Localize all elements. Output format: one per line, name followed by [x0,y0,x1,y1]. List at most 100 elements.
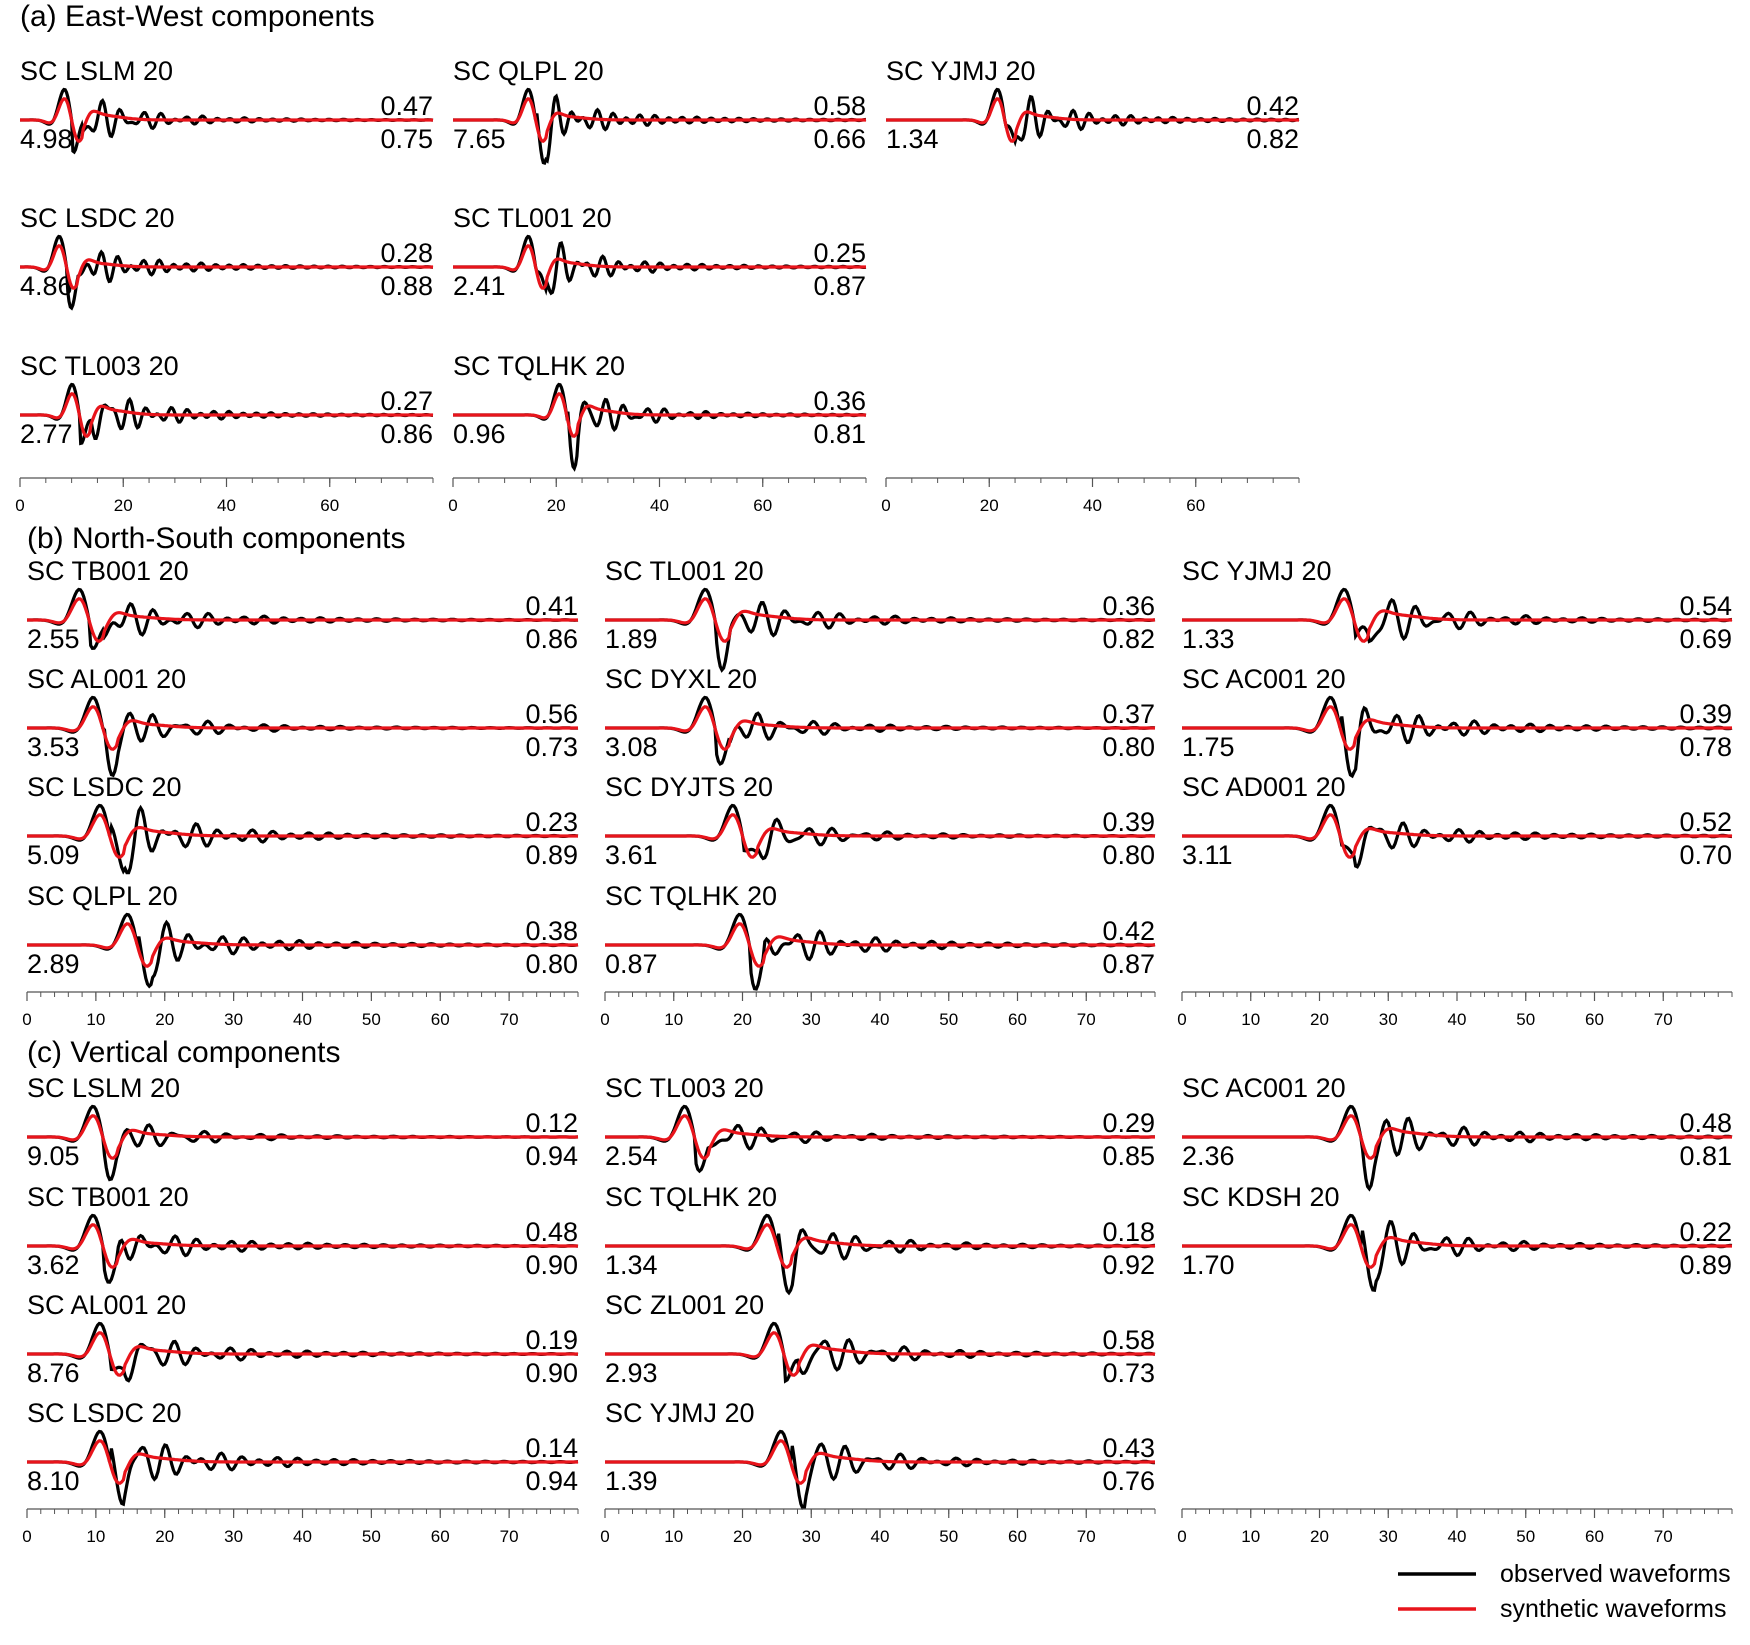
station-trace: SC AL001 20 3.53 0.560.73 [27,664,579,778]
station-trace: SC TL003 20 2.77 0.270.86 [20,351,434,449]
synthetic-waveform [27,1331,578,1377]
synthetic-waveform [605,813,1155,859]
top-value-label: 0.58 [813,91,866,121]
observed-waveform [1182,695,1733,779]
bottom-value-label: 0.73 [1102,1358,1155,1388]
top-value-label: 0.25 [813,238,866,268]
station-trace: SC TL001 20 1.89 0.360.82 [605,556,1156,673]
observed-waveform [605,912,1156,991]
tick-label: 40 [1083,496,1102,515]
amplitude-label: 1.39 [605,1466,658,1496]
station-trace: SC AC001 20 2.36 0.480.81 [1182,1073,1733,1192]
legend-label: synthetic waveforms [1500,1595,1726,1623]
tick-label: 40 [293,1010,312,1029]
bottom-value-label: 0.92 [1102,1250,1155,1280]
bottom-value-label: 0.82 [1246,124,1299,154]
tick-label: 0 [881,496,890,515]
section-title: (b) North-South components [27,522,406,555]
tick-label: 70 [1077,1010,1096,1029]
tick-label: 30 [1379,1010,1398,1029]
station-trace: SC LSLM 20 9.05 0.120.94 [27,1073,579,1182]
station-name: SC YJMJ 20 [605,1398,755,1428]
station-trace: SC AL001 20 8.76 0.190.90 [27,1290,579,1388]
amplitude-label: 1.75 [1182,732,1235,762]
tick-label: 50 [939,1010,958,1029]
section-title: (c) Vertical components [27,1036,340,1069]
station-name: SC LSDC 20 [27,772,182,802]
bottom-value-label: 0.78 [1679,732,1732,762]
tick-label: 60 [1585,1010,1604,1029]
amplitude-label: 8.10 [27,1466,80,1496]
amplitude-label: 1.34 [605,1250,658,1280]
observed-waveform [27,912,579,989]
station-name: SC KDSH 20 [1182,1182,1340,1212]
bottom-value-label: 0.69 [1679,624,1732,654]
observed-waveform [453,382,867,472]
bottom-value-label: 0.88 [380,271,433,301]
bottom-value-label: 0.75 [380,124,433,154]
top-value-label: 0.42 [1102,916,1155,946]
station-trace: SC YJMJ 20 1.39 0.430.76 [605,1398,1155,1510]
tick-label: 60 [753,496,772,515]
tick-label: 20 [155,1527,174,1546]
tick-label: 0 [1177,1010,1186,1029]
synthetic-waveform [605,1331,1155,1377]
tick-label: 0 [15,496,24,515]
amplitude-label: 7.65 [453,124,506,154]
tick-label: 0 [22,1010,31,1029]
tick-label: 20 [547,496,566,515]
section-title: (a) East-West components [20,0,375,33]
bottom-value-label: 0.94 [525,1141,578,1171]
bottom-value-label: 0.81 [813,419,866,449]
legend: observed waveforms synthetic waveforms [1398,1560,1731,1623]
tick-label: 40 [650,496,669,515]
tick-label: 10 [1241,1010,1260,1029]
top-value-label: 0.14 [525,1433,578,1463]
station-name: SC TB001 20 [27,1182,189,1212]
station-trace: SC QLPL 20 2.89 0.380.80 [27,881,579,989]
tick-label: 30 [224,1010,243,1029]
tick-label: 50 [362,1010,381,1029]
panel-column: SC TB001 20 2.55 0.410.86 SC AL001 20 3.53 0.… [22,556,579,1029]
synthetic-waveform [20,97,433,143]
amplitude-label: 2.41 [453,271,506,301]
amplitude-label: 3.53 [27,732,80,762]
amplitude-label: 9.05 [27,1141,80,1171]
synthetic-waveform [453,97,866,143]
station-trace: SC TL003 20 2.54 0.290.85 [605,1073,1155,1174]
station-trace: SC KDSH 20 1.70 0.220.89 [1182,1182,1733,1293]
amplitude-label: 5.09 [27,840,80,870]
tick-label: 10 [664,1010,683,1029]
time-axis: 0 10 20 30 40 50 60 70 [1177,1508,1733,1546]
tick-label: 40 [293,1527,312,1546]
amplitude-label: 1.70 [1182,1250,1235,1280]
panel-column: SC LSLM 20 4.98 0.470.75 SC LSDC 20 4.86 0.28… [15,56,434,515]
bottom-value-label: 0.94 [525,1466,578,1496]
time-axis: 0 10 20 30 40 50 60 70 [1177,991,1733,1029]
station-trace: SC LSDC 20 4.86 0.280.88 [20,203,434,311]
top-value-label: 0.42 [1246,91,1299,121]
observed-waveform [27,1104,579,1182]
amplitude-label: 2.89 [27,949,80,979]
bottom-value-label: 0.89 [525,840,578,870]
station-name: SC AL001 20 [27,664,186,694]
observed-waveform [27,1213,579,1284]
top-value-label: 0.36 [1102,591,1155,621]
amplitude-label: 8.76 [27,1358,80,1388]
station-name: SC QLPL 20 [27,881,178,911]
station-trace: SC YJMJ 20 1.33 0.540.69 [1182,556,1733,654]
observed-waveform [605,1213,1156,1296]
observed-waveform [1182,1104,1733,1192]
synthetic-waveform [605,1223,1155,1269]
amplitude-label: 3.61 [605,840,658,870]
tick-label: 70 [500,1010,519,1029]
station-name: SC AC001 20 [1182,664,1346,694]
station-trace: SC QLPL 20 7.65 0.580.66 [453,56,867,165]
amplitude-label: 3.62 [27,1250,80,1280]
tick-label: 0 [448,496,457,515]
amplitude-label: 3.08 [605,732,658,762]
station-name: SC TQLHK 20 [605,881,777,911]
station-name: SC TL003 20 [20,351,179,381]
tick-label: 60 [431,1527,450,1546]
